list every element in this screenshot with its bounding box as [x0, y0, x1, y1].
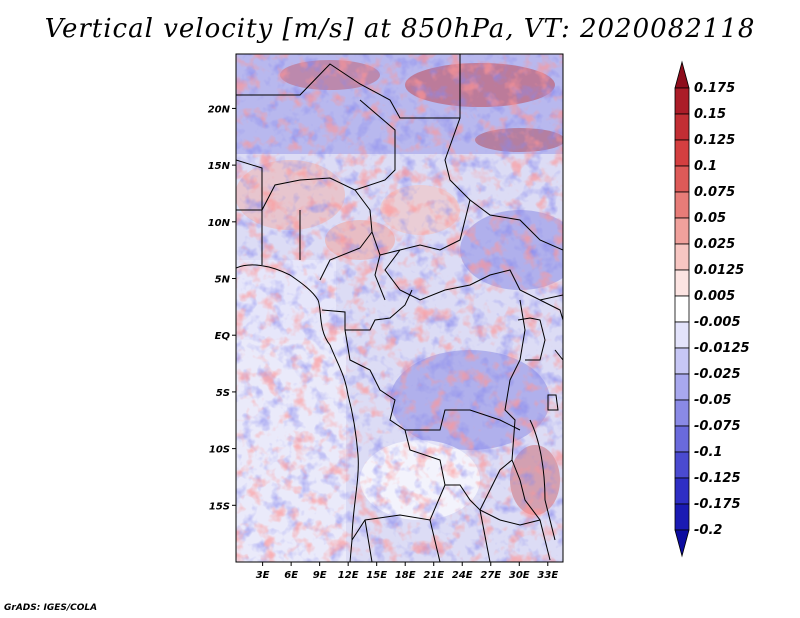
colorbar-label: -0.125	[694, 471, 741, 486]
colorbar-bottom-arrow	[674, 529, 690, 558]
colorbar-label: 0.005	[694, 289, 735, 304]
coastlines-borders	[236, 54, 563, 562]
map-frame	[235, 53, 564, 563]
y-tick-label: 10N	[208, 218, 231, 229]
x-tick-label: 18E	[395, 570, 416, 581]
colorbar-box	[674, 269, 690, 297]
y-tick-label: 20N	[208, 104, 231, 115]
x-tick-label: 15E	[366, 570, 387, 581]
colorbar-label: 0.175	[694, 81, 735, 96]
colorbar-box	[674, 243, 690, 271]
y-tick-label: 5N	[215, 275, 231, 286]
colorbar-box	[674, 87, 690, 115]
colorbar-label: -0.0125	[694, 341, 750, 356]
grads-credit: GrADS: IGES/COLA	[4, 603, 98, 613]
colorbar-label: -0.1	[694, 445, 722, 460]
y-tick-label: 5S	[216, 388, 230, 399]
colorbar-box	[674, 139, 690, 167]
y-tick-label: EQ	[215, 331, 231, 342]
x-tick-label: 3E	[256, 570, 270, 581]
colorbar-label: -0.05	[694, 393, 731, 408]
chart-title: Vertical velocity [m/s] at 850hPa, VT: 2…	[44, 14, 756, 44]
colorbar-label: -0.175	[694, 497, 741, 512]
colorbar-label: 0.1	[694, 159, 717, 174]
colorbar-box	[674, 295, 690, 323]
colorbar-box	[674, 399, 690, 427]
colorbar-label: 0.125	[694, 133, 735, 148]
colorbar-label: -0.2	[694, 523, 722, 538]
colorbar-box	[674, 503, 690, 531]
y-tick-label: 15S	[209, 501, 230, 512]
y-tick-label: 15N	[208, 161, 231, 172]
colorbar-top-arrow	[674, 60, 690, 89]
colorbar-label: -0.005	[694, 315, 741, 330]
colorbar-box	[674, 451, 690, 479]
colorbar-box	[674, 191, 690, 219]
colorbar-label: -0.075	[694, 419, 741, 434]
colorbar-box	[674, 477, 690, 505]
x-tick-label: 27E	[480, 570, 501, 581]
vertical-velocity-field	[236, 54, 563, 562]
y-tick-label: 10S	[209, 445, 230, 456]
colorbar-label: 0.15	[694, 107, 726, 122]
x-tick-label: 33E	[537, 570, 558, 581]
x-tick-label: 12E	[338, 570, 359, 581]
colorbar-box	[674, 321, 690, 349]
colorbar-box	[674, 347, 690, 375]
x-tick-label: 30E	[509, 570, 530, 581]
colorbar-box	[674, 373, 690, 401]
x-tick-label: 6E	[284, 570, 298, 581]
x-tick-label: 9E	[313, 570, 327, 581]
colorbar-box	[674, 113, 690, 141]
colorbar-box	[674, 425, 690, 453]
colorbar-label: 0.075	[694, 185, 735, 200]
colorbar-label: 0.0125	[694, 263, 744, 278]
colorbar-box	[674, 217, 690, 245]
colorbar-label: 0.025	[694, 237, 735, 252]
colorbar-label: 0.05	[694, 211, 726, 226]
colorbar-box	[674, 165, 690, 193]
x-tick-label: 24E	[452, 570, 473, 581]
x-tick-label: 21E	[423, 570, 444, 581]
colorbar-label: -0.025	[694, 367, 741, 382]
